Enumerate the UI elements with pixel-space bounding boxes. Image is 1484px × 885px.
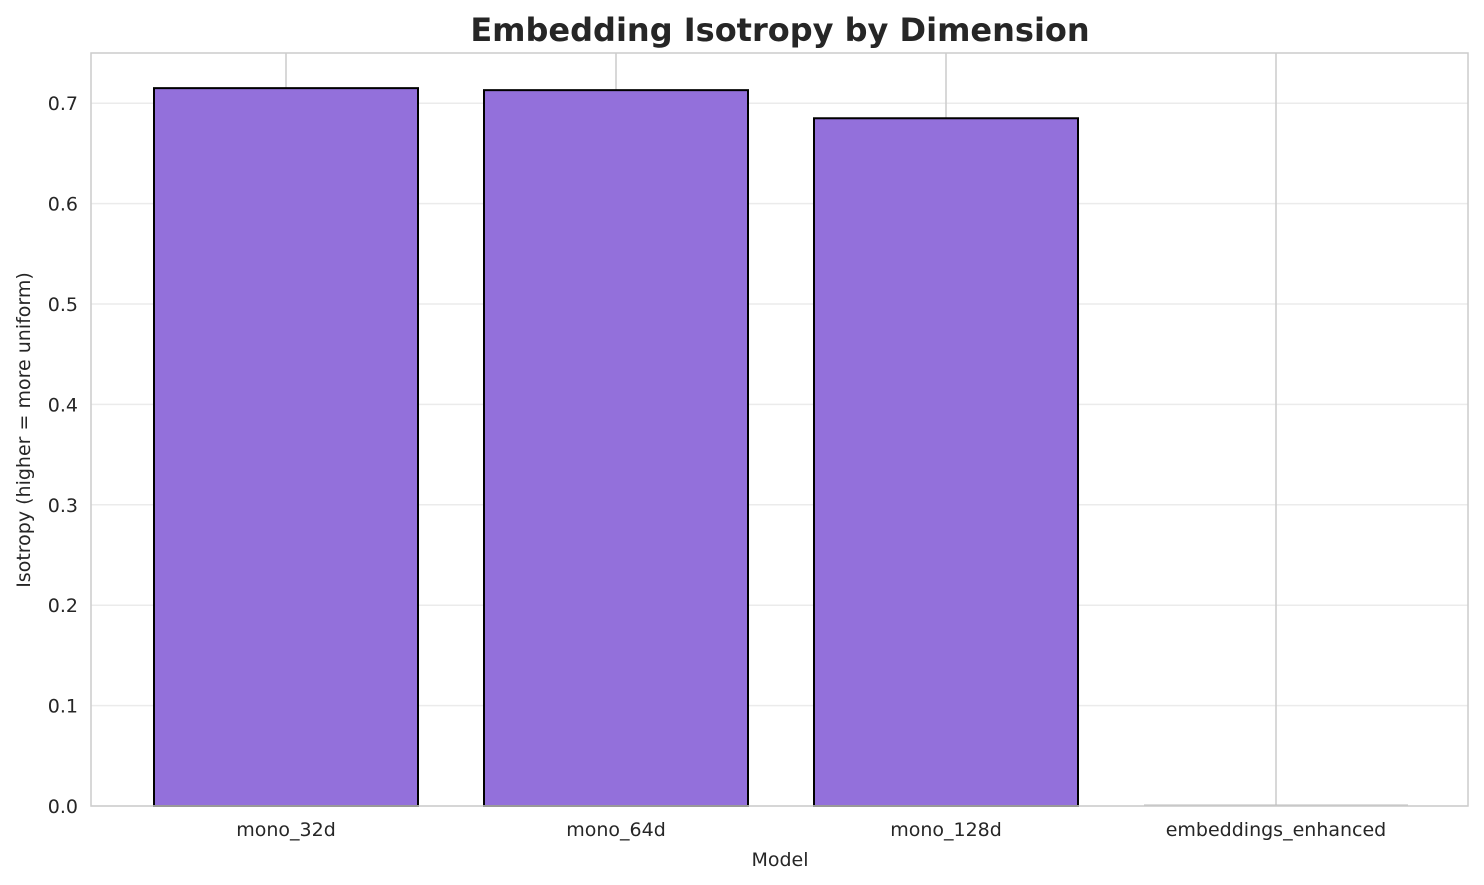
x-tick-label: mono_128d	[890, 819, 1002, 841]
chart-title: Embedding Isotropy by Dimension	[470, 11, 1089, 49]
x-axis-label: Model	[751, 849, 808, 871]
bar-mono_32d	[153, 87, 419, 807]
x-axis: mono_32d mono_64d mono_128d embeddings_enha…	[236, 819, 1386, 841]
bar-mono_64d	[483, 89, 749, 807]
y-tick-label: 0.3	[48, 495, 78, 517]
y-tick-label: 0.5	[48, 294, 78, 316]
bars	[153, 87, 1408, 807]
x-tick-label: mono_64d	[566, 819, 666, 841]
y-tick-label: 0.1	[48, 696, 78, 718]
y-tick-label: 0.4	[48, 394, 78, 416]
y-tick-label: 0.2	[48, 595, 78, 617]
y-axis-label: Isotropy (higher = more uniform)	[13, 272, 35, 588]
bar-mono_128d	[813, 117, 1079, 807]
y-tick-label: 0.6	[48, 194, 78, 216]
y-tick-label: 0.7	[48, 93, 78, 115]
y-tick-label: 0.0	[48, 796, 78, 818]
x-tick-label: mono_32d	[236, 819, 336, 841]
x-tick-label: embeddings_enhanced	[1166, 819, 1387, 841]
plot-frame	[90, 52, 1469, 807]
y-axis: 0.0 0.1 0.2 0.3 0.4 0.5 0.6 0.7	[48, 93, 78, 818]
